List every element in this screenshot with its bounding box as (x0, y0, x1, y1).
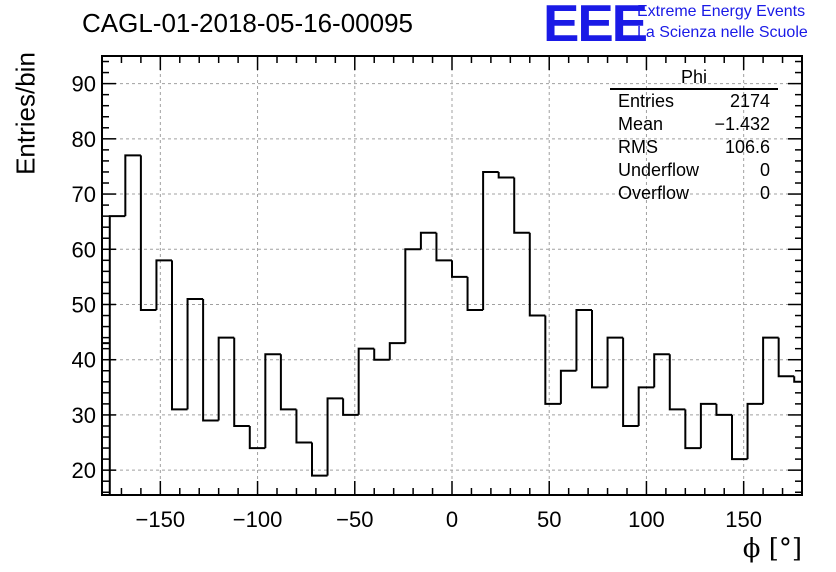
histogram-bin (528, 232, 546, 317)
x-tick-label: −100 (233, 507, 283, 532)
stats-label: Entries (618, 91, 675, 111)
histogram-steps (102, 154, 802, 495)
histogram-bin (482, 170, 499, 311)
histogram-bin (606, 336, 624, 388)
histogram-bin (388, 342, 406, 360)
stats-row-rms: RMS 106.6 (610, 136, 778, 159)
histogram-bin (279, 354, 297, 411)
stats-value: −1.432 (714, 114, 770, 134)
y-tick-label: 60 (72, 237, 96, 262)
stats-row-underflow: Underflow 0 (610, 159, 778, 182)
histogram-bin (202, 298, 219, 422)
y-axis-label: Entries/bin (10, 52, 41, 175)
histogram-bin (124, 154, 141, 217)
histogram-bin (295, 409, 312, 444)
stats-label: Overflow (618, 183, 690, 203)
histogram-bin (357, 347, 375, 415)
histogram-bin (637, 386, 655, 426)
histogram-bin (155, 259, 172, 311)
stats-label: Mean (618, 114, 664, 134)
stats-value: 2174 (729, 91, 770, 111)
x-tick-label: −50 (336, 507, 373, 532)
histogram-bin (311, 442, 328, 477)
histogram-bin (108, 215, 126, 495)
x-tick-label: −150 (136, 507, 186, 532)
histogram-bin (419, 231, 437, 250)
histogram-bin (699, 402, 717, 449)
histogram-bin (451, 260, 468, 278)
y-tick-label: 40 (72, 348, 96, 373)
histogram-bin (731, 414, 748, 461)
y-tick-label: 70 (72, 182, 96, 207)
histogram-bin (326, 397, 344, 476)
histogram-bin (684, 409, 701, 450)
histogram-bin (762, 336, 779, 404)
logo-line-1: Extreme Energy Events (637, 3, 806, 20)
chart-title: CAGL-01-2018-05-16-00095 (82, 8, 413, 38)
histogram-bin (139, 155, 157, 312)
histogram-bin (217, 336, 235, 421)
histogram-bin (715, 403, 732, 416)
stats-label: RMS (618, 137, 658, 157)
histogram-bin (435, 232, 452, 262)
histogram-bin (404, 248, 421, 344)
logo-line-2: La Scienza nelle Scuole (637, 24, 808, 41)
y-tick-label: 90 (72, 72, 96, 97)
histogram-bin (186, 297, 204, 410)
x-axis-label: ϕ [°] (742, 534, 802, 564)
histogram-bin (559, 369, 577, 404)
histogram-bin (233, 337, 250, 427)
x-tick-label: 0 (446, 507, 458, 532)
x-tick-label: 100 (628, 507, 665, 532)
histogram-bin (264, 353, 281, 449)
histogram-bin (793, 376, 802, 383)
histogram-bin (248, 425, 266, 450)
x-tick-label: 50 (537, 507, 561, 532)
histogram-bin (342, 398, 359, 416)
histogram-bin (497, 171, 515, 179)
stats-value: 106.6 (724, 137, 770, 157)
histogram-bin (513, 177, 530, 234)
stats-row-mean: Mean −1.432 (610, 113, 778, 136)
stats-value: 0 (759, 160, 770, 180)
y-tick-label: 50 (72, 292, 96, 317)
histogram-bin (544, 315, 561, 405)
histogram-bin (622, 337, 639, 427)
stats-value: 0 (759, 183, 770, 203)
histogram-bin (575, 309, 592, 371)
axis-ticks (101, 56, 803, 495)
histogram-bin (373, 348, 390, 361)
stats-title: Phi (610, 66, 778, 90)
histogram-bin (466, 276, 484, 312)
eee-logo: EEE (543, 0, 648, 53)
stats-label: Underflow (618, 160, 700, 180)
histogram-bin (171, 260, 188, 411)
histogram-bin (777, 337, 795, 378)
histogram-bin (591, 310, 608, 389)
stats-row-entries: Entries 2174 (610, 90, 778, 113)
histogram-bin (746, 402, 764, 460)
histogram-bin (653, 353, 670, 388)
tick-labels: −150 −100 −50 0 50 100 150 20 30 40 50 60 70 80 90 (72, 72, 763, 532)
stats-box: Phi Entries 2174 Mean −1.432 RMS 106.6 U… (610, 66, 778, 205)
stats-row-overflow: Overflow 0 (610, 182, 778, 205)
y-tick-label: 20 (72, 458, 96, 483)
y-tick-label: 30 (72, 403, 96, 428)
histogram-bin (668, 354, 686, 411)
y-tick-label: 80 (72, 127, 96, 152)
x-tick-label: 150 (725, 507, 762, 532)
